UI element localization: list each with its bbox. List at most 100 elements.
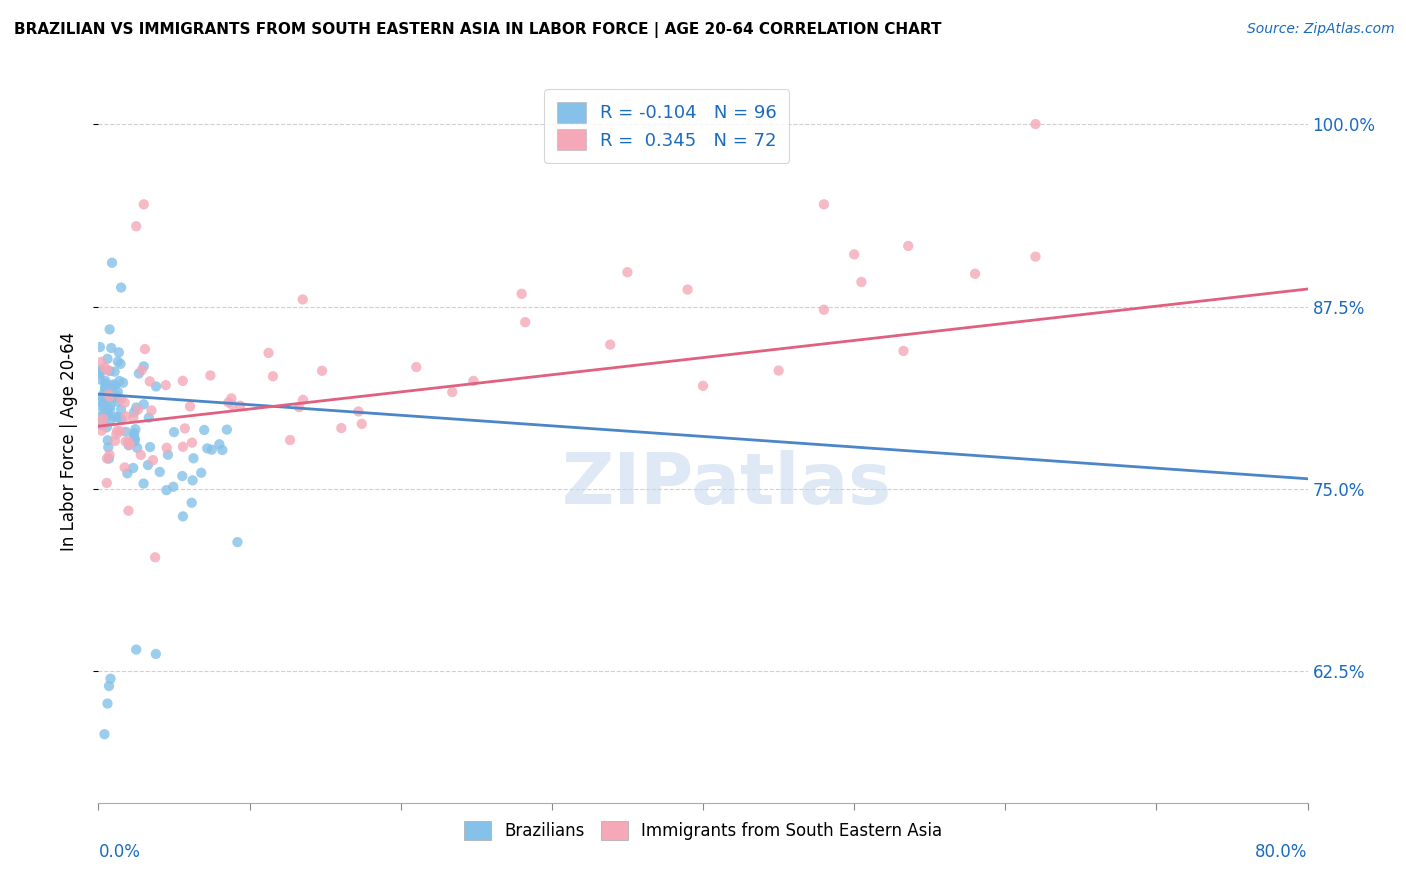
Point <box>125 401 148 415</box>
Point <box>162 480 184 494</box>
Point <box>118 437 141 451</box>
Point <box>96 390 118 404</box>
Point <box>599 337 621 351</box>
Point <box>97 387 120 401</box>
Point <box>291 293 314 307</box>
Point <box>114 434 136 449</box>
Point <box>107 384 129 399</box>
Point <box>90 424 112 438</box>
Point <box>1024 117 1046 131</box>
Point <box>114 395 136 409</box>
Point <box>94 376 117 391</box>
Point <box>90 417 112 432</box>
Point <box>181 473 204 487</box>
Point <box>136 458 159 472</box>
Point <box>813 197 835 211</box>
Point <box>145 379 167 393</box>
Point <box>156 441 179 455</box>
Point <box>288 400 311 414</box>
Point <box>89 367 111 381</box>
Point <box>91 390 114 404</box>
Point <box>104 365 127 379</box>
Point <box>155 483 177 497</box>
Point <box>193 423 215 437</box>
Point <box>134 342 156 356</box>
Point <box>107 409 129 424</box>
Point <box>110 392 132 407</box>
Point <box>350 417 373 431</box>
Point <box>405 359 427 374</box>
Point <box>96 392 118 406</box>
Point <box>101 256 124 270</box>
Point <box>98 679 121 693</box>
Point <box>91 411 114 425</box>
Point <box>141 403 163 417</box>
Point <box>217 395 239 409</box>
Point <box>278 433 301 447</box>
Point <box>190 466 212 480</box>
Point <box>94 382 117 396</box>
Point <box>97 382 120 396</box>
Text: BRAZILIAN VS IMMIGRANTS FROM SOUTH EASTERN ASIA IN LABOR FORCE | AGE 20-64 CORRE: BRAZILIAN VS IMMIGRANTS FROM SOUTH EASTE… <box>14 22 942 38</box>
Point <box>96 420 118 434</box>
Point <box>139 440 162 454</box>
Point <box>98 391 121 405</box>
Point <box>89 340 111 354</box>
Point <box>93 386 115 401</box>
Text: 0.0%: 0.0% <box>98 843 141 861</box>
Point <box>117 467 139 481</box>
Point <box>96 363 118 377</box>
Point <box>124 422 146 436</box>
Point <box>226 535 249 549</box>
Point <box>110 357 132 371</box>
Point <box>851 275 873 289</box>
Point <box>347 404 370 418</box>
Point <box>98 364 121 378</box>
Point <box>89 417 111 432</box>
Point <box>94 379 117 393</box>
Point <box>441 385 464 400</box>
Point <box>211 442 233 457</box>
Point <box>97 384 120 398</box>
Point <box>108 425 131 439</box>
Point <box>105 427 128 442</box>
Point <box>692 379 714 393</box>
Point <box>97 434 120 448</box>
Point <box>149 465 172 479</box>
Point <box>262 369 284 384</box>
Point <box>257 346 280 360</box>
Point <box>110 402 132 417</box>
Point <box>91 399 114 413</box>
Point <box>200 368 222 383</box>
Point <box>155 378 177 392</box>
Point <box>132 397 155 411</box>
Point <box>98 322 121 336</box>
Point <box>89 363 111 377</box>
Point <box>616 265 638 279</box>
Point <box>179 400 201 414</box>
Point <box>117 434 139 449</box>
Point <box>172 509 194 524</box>
Point <box>93 360 115 375</box>
Point <box>114 460 136 475</box>
Point <box>98 390 121 404</box>
Point <box>97 451 120 466</box>
Point <box>125 219 148 234</box>
Point <box>91 396 114 410</box>
Point <box>94 374 117 388</box>
Point <box>104 409 127 424</box>
Point <box>172 469 194 483</box>
Point <box>180 496 202 510</box>
Point <box>96 475 118 490</box>
Text: 80.0%: 80.0% <box>1256 843 1308 861</box>
Point <box>124 434 146 449</box>
Point <box>156 448 179 462</box>
Point <box>90 410 112 425</box>
Point <box>676 283 699 297</box>
Point <box>112 376 135 390</box>
Point <box>229 399 252 413</box>
Point <box>90 415 112 429</box>
Point <box>201 442 224 457</box>
Point <box>107 394 129 409</box>
Legend: Brazilians, Immigrants from South Eastern Asia: Brazilians, Immigrants from South Easter… <box>456 813 950 848</box>
